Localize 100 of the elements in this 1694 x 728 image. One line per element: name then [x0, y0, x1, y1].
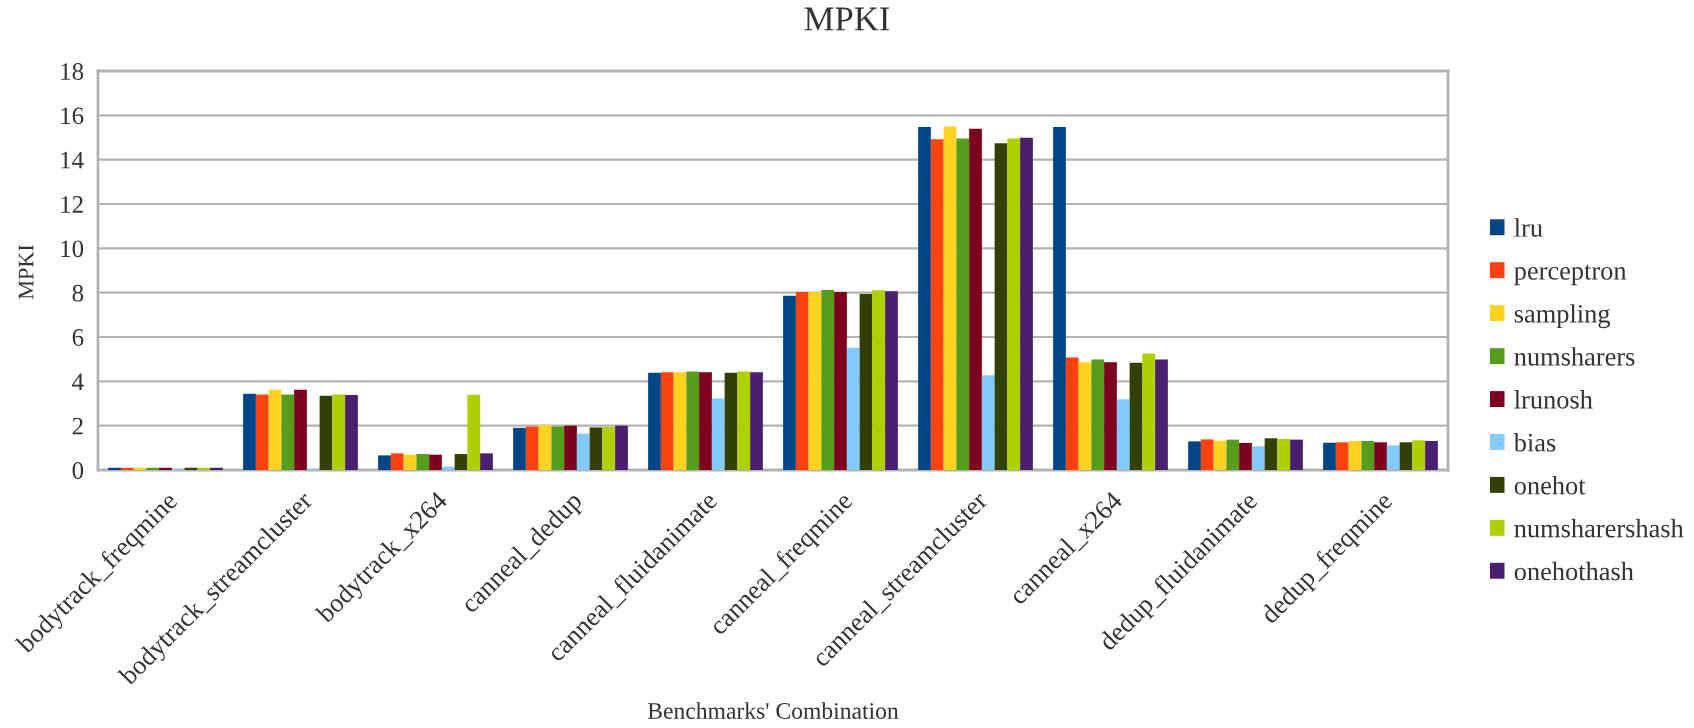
y-tick-label: 6	[72, 329, 84, 346]
bar	[1188, 441, 1201, 470]
bar	[268, 389, 282, 470]
y-tick-label: 16	[61, 107, 84, 125]
bar	[1361, 440, 1375, 470]
bar	[255, 394, 269, 470]
y-tick-label: 12	[61, 196, 83, 213]
bar	[1277, 438, 1291, 470]
bar	[1399, 442, 1413, 470]
bar	[783, 295, 796, 470]
bar	[403, 454, 417, 470]
y-tick-label: 0	[72, 462, 84, 479]
bar	[918, 127, 931, 470]
bar	[1155, 359, 1168, 470]
bar	[981, 375, 995, 470]
bar	[724, 372, 738, 470]
legend-label: numsharers	[1514, 347, 1635, 366]
x-axis-title: Benchmarks' Combination	[647, 702, 899, 719]
legend-label: onehot	[1514, 475, 1586, 495]
bar	[737, 371, 751, 470]
bar	[821, 290, 835, 470]
bar	[711, 398, 725, 470]
bar	[1264, 438, 1278, 470]
bar	[378, 455, 391, 470]
chart-title: MPKI	[804, 7, 890, 31]
bar	[686, 371, 700, 470]
bar	[1412, 440, 1426, 470]
bar	[146, 467, 160, 470]
bar	[345, 395, 358, 470]
bar	[699, 372, 712, 470]
bar	[480, 453, 493, 470]
bar	[294, 389, 307, 470]
bar	[1335, 442, 1349, 470]
bar	[673, 372, 687, 470]
bar	[525, 426, 539, 470]
bar	[1129, 362, 1143, 470]
bar	[885, 291, 898, 470]
bar	[441, 466, 455, 470]
bar	[551, 426, 565, 470]
bar	[1374, 442, 1387, 470]
bar	[1251, 446, 1265, 470]
bar	[1053, 127, 1066, 470]
bar	[564, 425, 577, 470]
legend-label: bias	[1513, 433, 1556, 452]
bar	[1239, 442, 1252, 470]
bar	[648, 372, 661, 470]
y-tick-label: 2	[72, 417, 83, 435]
bar	[513, 427, 526, 470]
bar	[390, 453, 404, 470]
legend-label: sampling	[1514, 304, 1610, 329]
bar	[429, 454, 442, 470]
bar	[1142, 353, 1156, 470]
bar	[108, 467, 121, 470]
bar	[834, 292, 847, 470]
bar	[281, 394, 295, 470]
bar	[846, 347, 860, 470]
bar	[210, 467, 223, 470]
y-tick-label: 10	[61, 240, 84, 258]
bar	[120, 467, 134, 470]
bar	[1226, 439, 1240, 470]
bar	[416, 454, 430, 470]
bar	[872, 290, 886, 470]
bar	[197, 467, 211, 470]
bar	[1200, 439, 1214, 470]
bar	[956, 138, 970, 470]
bar	[795, 292, 809, 470]
bar	[538, 424, 552, 470]
bar	[1104, 362, 1117, 470]
y-tick-label: 18	[61, 63, 84, 80]
bar	[1065, 357, 1079, 470]
bar	[576, 433, 590, 470]
bar	[1386, 445, 1400, 470]
y-tick-label: 4	[72, 373, 84, 391]
bar	[1348, 440, 1362, 470]
bar	[930, 139, 944, 470]
legend-label: lru	[1514, 218, 1543, 237]
legend-label: onehothash	[1514, 561, 1634, 581]
bar	[159, 467, 172, 470]
bar	[1425, 440, 1438, 470]
bar	[454, 454, 468, 470]
bar	[750, 372, 763, 470]
bar	[943, 126, 957, 470]
bar	[1091, 359, 1105, 470]
bar	[1116, 399, 1130, 470]
y-tick-label: 8	[72, 284, 84, 302]
y-tick-label: 14	[61, 151, 84, 169]
bar	[994, 143, 1008, 470]
bar	[1078, 362, 1092, 470]
legend-label: lrunosh	[1514, 390, 1593, 409]
bar	[1290, 439, 1303, 470]
bar	[1020, 137, 1033, 470]
legend-label: numsharershash	[1514, 518, 1684, 538]
legend-label: perceptron	[1514, 264, 1627, 286]
bar	[859, 294, 873, 470]
bar	[243, 393, 256, 470]
bar	[1213, 440, 1227, 470]
bar	[332, 394, 346, 470]
bar	[808, 292, 822, 470]
bar	[319, 395, 333, 470]
bar	[615, 425, 628, 470]
